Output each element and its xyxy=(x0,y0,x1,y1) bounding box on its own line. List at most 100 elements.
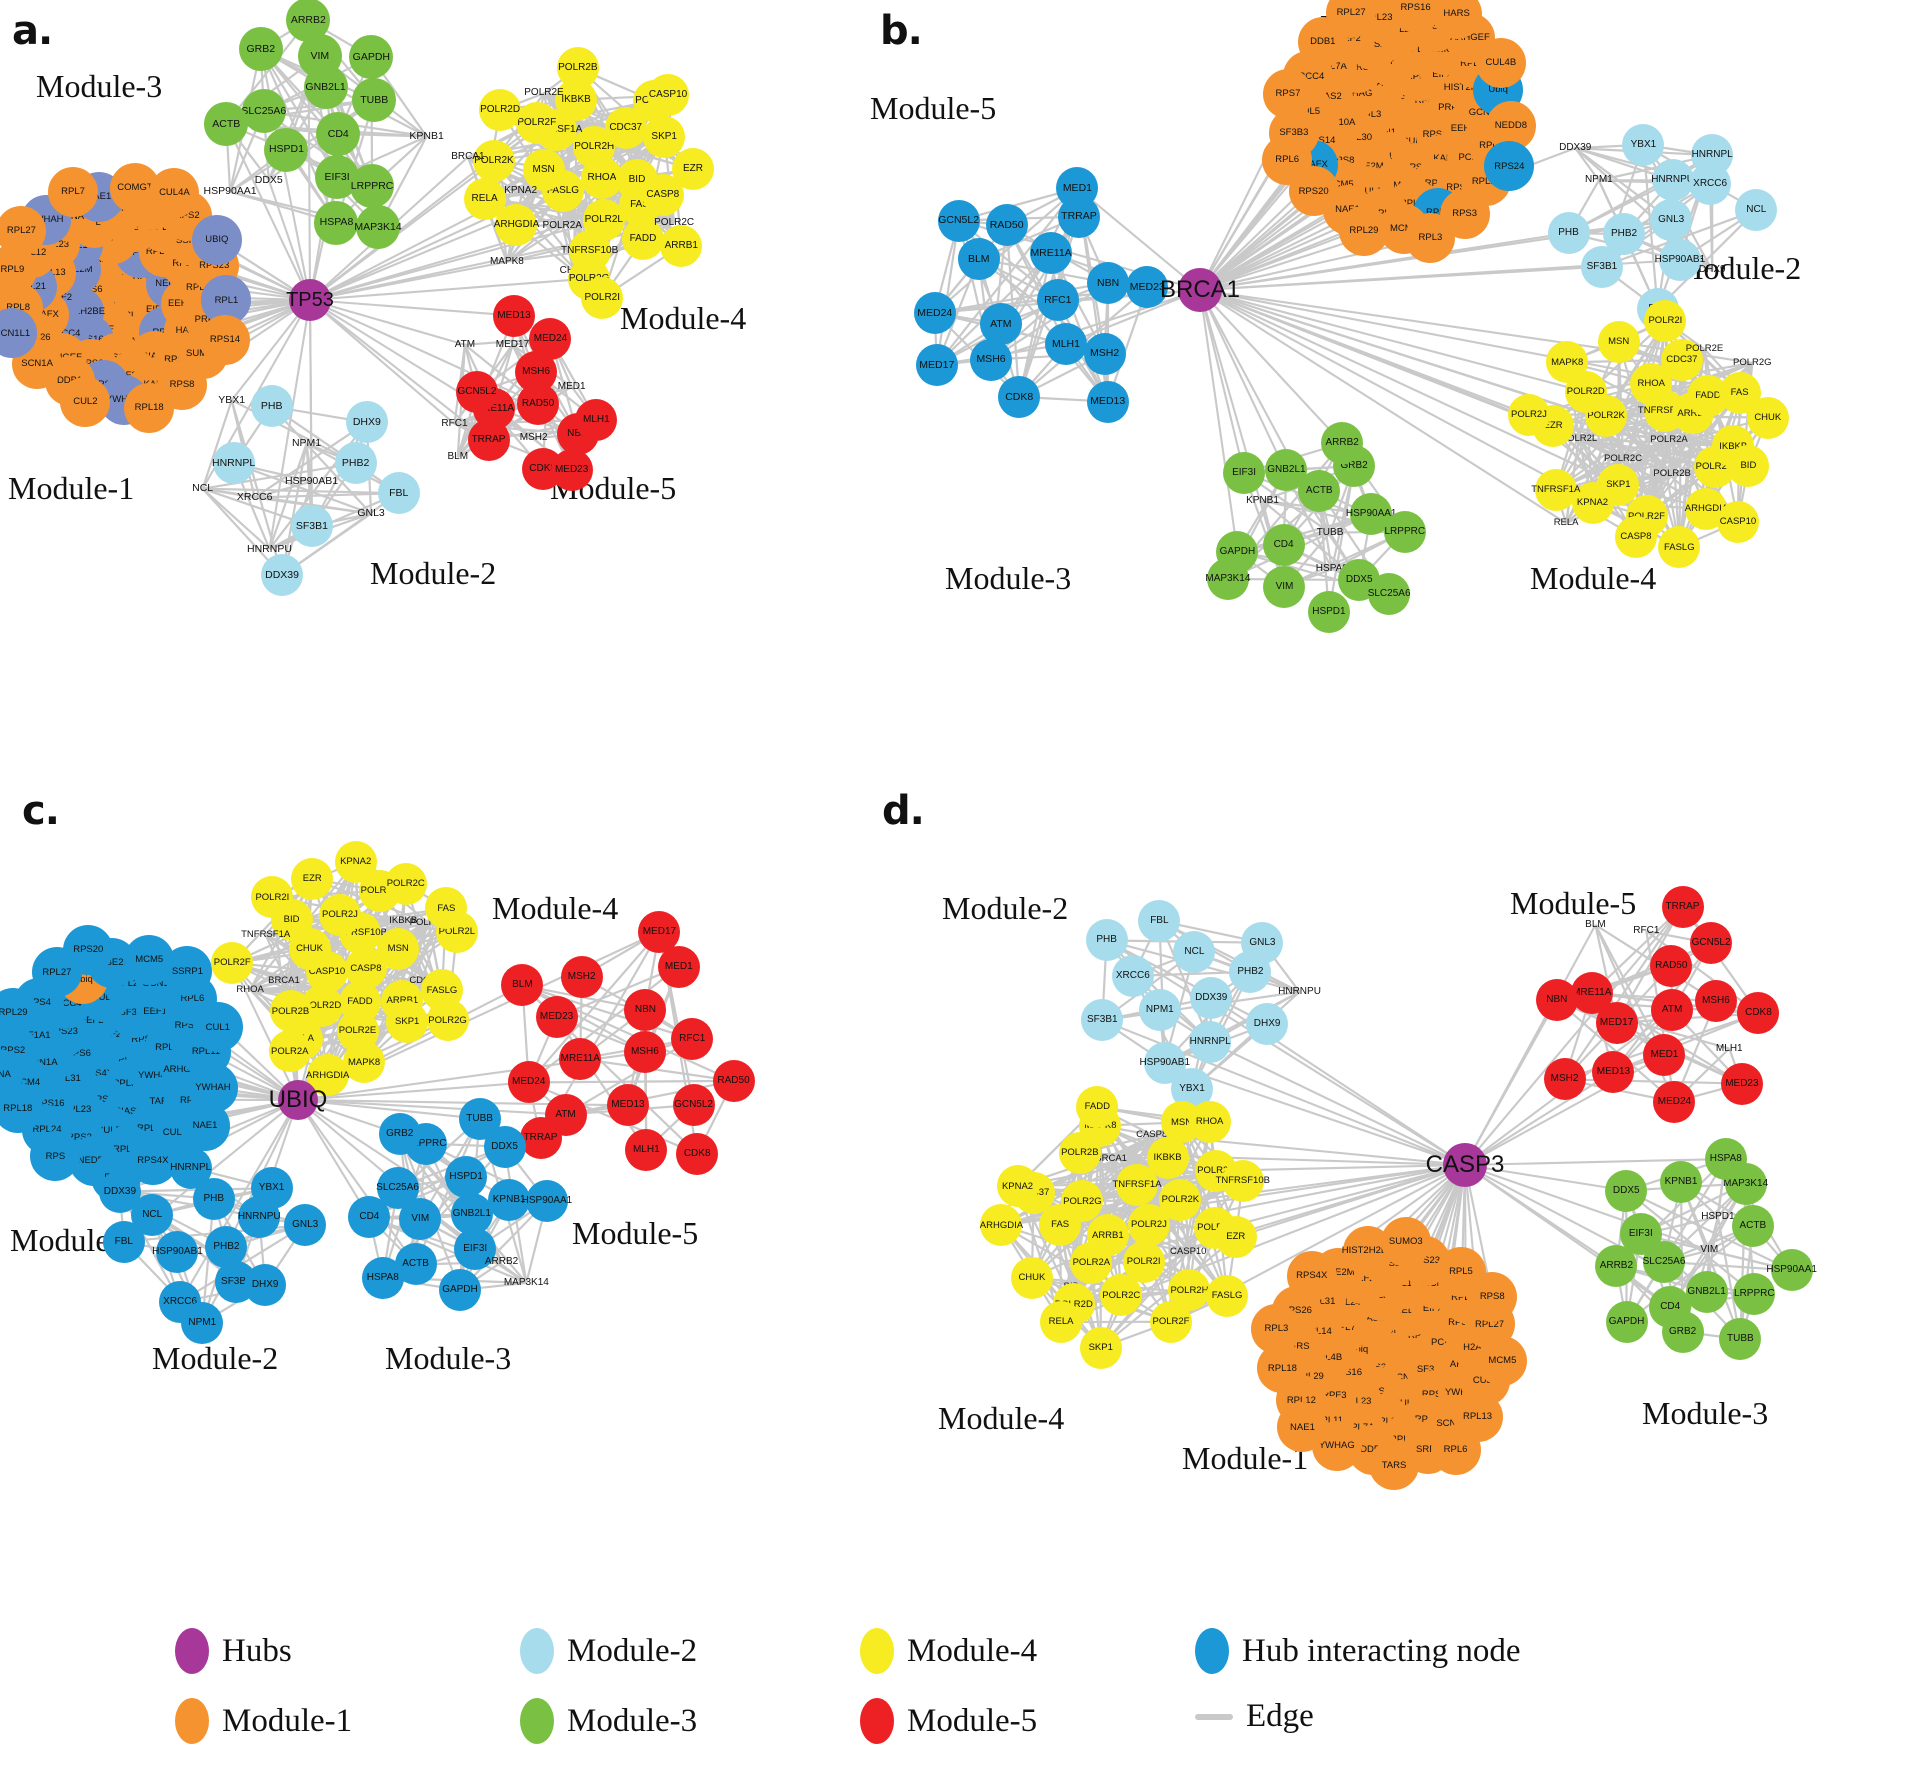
node-med13[interactable]: MED13 xyxy=(1086,380,1129,423)
node-gnl3[interactable]: GNL3 xyxy=(1241,921,1284,964)
node-gcn5l2[interactable]: GCN5L2 xyxy=(1690,922,1733,965)
node-chuk[interactable]: CHUK xyxy=(1746,396,1789,439)
node-polr2a[interactable]: POLR2A xyxy=(268,1030,311,1073)
node-mcm5[interactable]: MCM5 xyxy=(1477,1335,1528,1386)
node-blm[interactable]: BLM xyxy=(957,237,1000,280)
node-fbl[interactable]: FBL xyxy=(102,1220,145,1263)
node-bid[interactable]: BID xyxy=(1727,445,1770,488)
node-cdk8[interactable]: CDK8 xyxy=(1737,992,1780,1035)
node-nbn[interactable]: NBN xyxy=(624,988,667,1031)
node-med24[interactable]: MED24 xyxy=(507,1061,550,1104)
node-msh2[interactable]: MSH2 xyxy=(1083,332,1126,375)
node-hnrnpl[interactable]: HNRNPL xyxy=(1189,1021,1232,1064)
node-rhoa[interactable]: RHOA xyxy=(1188,1101,1231,1144)
node-rps14[interactable]: RPS14 xyxy=(199,314,250,365)
node-med23[interactable]: MED23 xyxy=(550,449,593,492)
node-trrap[interactable]: TRRAP xyxy=(1661,885,1704,928)
node-tubb[interactable]: TUBB xyxy=(352,78,397,123)
node-kpna2[interactable]: KPNA2 xyxy=(334,840,377,883)
node-ddx39[interactable]: DDX39 xyxy=(98,1170,141,1213)
node-polr2k[interactable]: POLR2K xyxy=(1159,1178,1202,1221)
node-nae1[interactable]: NAE1 xyxy=(180,1101,231,1152)
hub-brca1[interactable]: BRCA1 xyxy=(1160,268,1240,312)
node-actb[interactable]: ACTB xyxy=(204,101,249,146)
node-med24[interactable]: MED24 xyxy=(1653,1080,1696,1123)
node-rela[interactable]: RELA xyxy=(1545,502,1587,544)
node-msh6[interactable]: MSH6 xyxy=(970,338,1013,381)
node-arhgdia[interactable]: ARHGDIA xyxy=(980,1204,1023,1247)
node-atm[interactable]: ATM xyxy=(1651,989,1694,1032)
node-rps20[interactable]: RPS20 xyxy=(63,924,114,975)
node-polr2e[interactable]: POLR2E xyxy=(1684,328,1726,370)
node-mapk8[interactable]: MAPK8 xyxy=(343,1041,386,1084)
node-atm[interactable]: ATM xyxy=(444,324,486,366)
node-polr2j[interactable]: POLR2J xyxy=(1507,394,1550,437)
node-hnrnpl[interactable]: HNRNPL xyxy=(169,1146,212,1189)
node-hspa8[interactable]: HSPA8 xyxy=(361,1256,404,1299)
node-casp10[interactable]: CASP10 xyxy=(647,74,690,117)
node-hsp90aa1[interactable]: HSP90AA1 xyxy=(522,1180,572,1223)
node-rfc1[interactable]: RFC1 xyxy=(1625,910,1667,952)
node-phb[interactable]: PHB xyxy=(1547,212,1590,255)
node-mlh1[interactable]: MLH1 xyxy=(625,1129,668,1172)
node-arrb1[interactable]: ARRB1 xyxy=(660,224,703,267)
node-med23[interactable]: MED23 xyxy=(535,996,578,1039)
node-cul4b[interactable]: CUL4B xyxy=(1475,37,1526,88)
node-map3k14[interactable]: MAP3K14 xyxy=(504,1262,549,1304)
node-blm[interactable]: BLM xyxy=(437,436,479,478)
node-mre11a[interactable]: MRE11A xyxy=(559,1037,602,1080)
node-gapdh[interactable]: GAPDH xyxy=(1605,1301,1648,1344)
node-fbl[interactable]: FBL xyxy=(377,472,420,515)
node-hnrnpu[interactable]: HNRNPU xyxy=(1278,971,1321,1013)
node-med23[interactable]: MED23 xyxy=(1720,1062,1763,1105)
node-rad50[interactable]: RAD50 xyxy=(712,1059,755,1102)
node-gapdh[interactable]: GAPDH xyxy=(438,1269,481,1312)
node-nbn[interactable]: NBN xyxy=(1087,261,1130,304)
node-npm1[interactable]: NPM1 xyxy=(1138,989,1181,1032)
node-ncl[interactable]: NCL xyxy=(1173,931,1216,974)
node-blm[interactable]: BLM xyxy=(1574,904,1616,946)
node-grb2[interactable]: GRB2 xyxy=(1661,1310,1704,1353)
node-mlh1[interactable]: MLH1 xyxy=(1044,323,1087,365)
node-tubb[interactable]: TUBB xyxy=(1719,1318,1762,1361)
node-msh6[interactable]: MSH6 xyxy=(623,1031,666,1074)
node-kpnb1[interactable]: KPNB1 xyxy=(488,1179,531,1222)
node-ybx1[interactable]: YBX1 xyxy=(250,1167,293,1210)
node-chuk[interactable]: CHUK xyxy=(1010,1256,1053,1299)
node-hsp90aa1[interactable]: HSP90AA1 xyxy=(1766,1249,1817,1292)
node-casp10[interactable]: CASP10 xyxy=(1716,500,1759,543)
node-ncl[interactable]: NCL xyxy=(1735,189,1778,232)
node-faslg[interactable]: FASLG xyxy=(1206,1275,1249,1318)
node-grb2[interactable]: GRB2 xyxy=(378,1113,421,1156)
node-npm1[interactable]: NPM1 xyxy=(286,423,328,465)
node-rela[interactable]: RELA xyxy=(463,177,506,220)
node-ddx39[interactable]: DDX39 xyxy=(261,554,304,597)
node-sumo3[interactable]: SUMO3 xyxy=(1380,1216,1431,1267)
node-rela[interactable]: RELA xyxy=(1040,1301,1083,1344)
node-polr2c[interactable]: POLR2C xyxy=(384,862,427,905)
node-actb[interactable]: ACTB xyxy=(1731,1204,1774,1247)
node-brca1[interactable]: BRCA1 xyxy=(447,136,489,178)
node-ezr[interactable]: EZR xyxy=(1214,1216,1257,1259)
node-rpl6[interactable]: RPL6 xyxy=(1430,1425,1481,1476)
node-med13[interactable]: MED13 xyxy=(1592,1050,1635,1093)
node-rpl6[interactable]: RPL6 xyxy=(1262,134,1313,185)
node-rps7[interactable]: RPS7 xyxy=(1262,69,1313,120)
node-map3k14[interactable]: MAP3K14 xyxy=(1205,557,1250,600)
node-dhx9[interactable]: DHX9 xyxy=(244,1264,287,1307)
node-hnrnpl[interactable]: HNRNPL xyxy=(1691,134,1734,177)
node-rpl29[interactable]: RPL29 xyxy=(1338,206,1389,257)
node-tars[interactable]: TARS xyxy=(1369,1440,1420,1491)
node-casp8[interactable]: CASP8 xyxy=(1614,516,1657,559)
node-lrpprc[interactable]: LRPPRC xyxy=(350,164,395,209)
node-trrap[interactable]: TRRAP xyxy=(519,1117,562,1160)
node-hspa8[interactable]: HSPA8 xyxy=(1704,1138,1747,1181)
node-rpl18[interactable]: RPL18 xyxy=(124,382,175,433)
node-cd4[interactable]: CD4 xyxy=(1262,523,1305,566)
node-hsp90aa1[interactable]: HSP90AA1 xyxy=(204,170,257,214)
node-cd4[interactable]: CD4 xyxy=(348,1196,391,1239)
node-ddx5[interactable]: DDX5 xyxy=(247,158,291,202)
node-polr2i[interactable]: POLR2I xyxy=(1644,299,1687,342)
node-cul2[interactable]: CUL2 xyxy=(60,376,111,427)
node-med24[interactable]: MED24 xyxy=(529,317,572,360)
